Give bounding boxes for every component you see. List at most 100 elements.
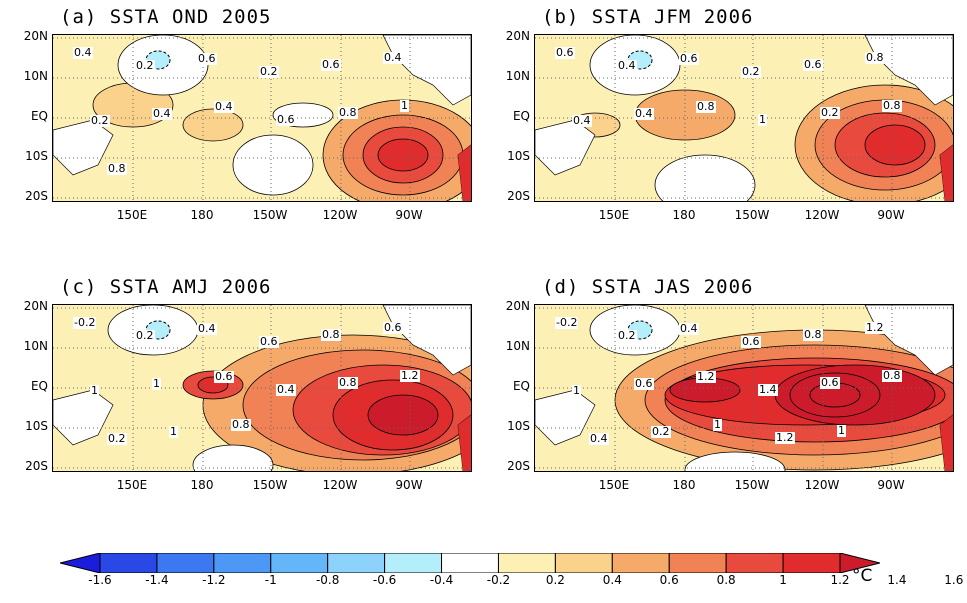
contour-region xyxy=(367,394,439,436)
panel-title: (b) SSTA JFM 2006 xyxy=(542,6,754,28)
latitude-label: 10S xyxy=(507,149,530,163)
latitude-label: EQ xyxy=(30,379,48,393)
longitude-label: 150E xyxy=(598,478,630,492)
sst-anomaly-map: 0.6 0.4 0.6 0.2 0.6 0.8 0.4 0.4 0.8 1 0.2 0.8 xyxy=(534,34,954,202)
colorbar-graphic xyxy=(59,552,881,574)
latitude-label: 10S xyxy=(507,419,530,433)
contour-label: 0.6 xyxy=(555,46,575,59)
contour-label: 1 xyxy=(758,113,767,126)
contour-label: 1.2 xyxy=(696,370,716,383)
colorbar-tick-label: -1 xyxy=(264,573,277,587)
contour-label: 0.8 xyxy=(338,106,358,119)
colorbar-segment xyxy=(725,552,784,574)
longitude-label: 180 xyxy=(672,478,696,492)
coastal-warm-strip xyxy=(940,145,953,201)
colorbar-segment xyxy=(668,552,727,574)
latitude-label: 10N xyxy=(23,69,48,83)
colorbar-tick-label: 0.8 xyxy=(716,573,736,587)
colorbar-segment xyxy=(327,552,386,574)
longitude-label: 120W xyxy=(804,208,840,222)
contour-region xyxy=(232,134,314,196)
colorbar-max-arrow xyxy=(839,552,881,574)
latitude-label: 10N xyxy=(505,69,530,83)
contour-region xyxy=(864,124,926,166)
panel-title: (d) SSTA JAS 2006 xyxy=(542,276,754,298)
colorbar-tick-label: -0.6 xyxy=(372,573,397,587)
colorbar-unit: °C xyxy=(852,566,873,586)
contour-region xyxy=(377,138,429,172)
colorbar-segment xyxy=(270,552,329,574)
latitude-label: 20N xyxy=(23,299,48,313)
contour-label: 1 xyxy=(169,425,178,438)
sst-anomaly-map: -0.2 0.2 0.4 0.6 0.8 0.6 1 1 0.6 0.4 0.8 1.2 0.2 1 0.8 xyxy=(52,304,472,472)
longitude-label: 150W xyxy=(252,208,288,222)
contour-label: 1 xyxy=(400,99,409,112)
map-panel: (a) SSTA OND 2005 0.4 0.2 0.6 0.2 0.6 0.4 0.2 0.… xyxy=(12,6,472,222)
contour-region xyxy=(654,154,756,201)
contour-label: 0.2 xyxy=(259,65,279,78)
coastal-warm-strip xyxy=(458,145,471,201)
colorbar-min-arrow xyxy=(59,552,101,574)
colorbar-segment xyxy=(782,552,841,574)
contour-label: 0.6 xyxy=(803,58,823,71)
contour-label: 0.8 xyxy=(321,328,341,341)
colorbar-tick-label: 1 xyxy=(779,573,787,587)
panel-title: (a) SSTA OND 2005 xyxy=(60,6,272,28)
map-panel: (c) SSTA AMJ 2006 -0.2 0.2 0.4 0.6 0.8 0.6 1 1 0.… xyxy=(12,276,472,492)
latitude-label: 10N xyxy=(23,339,48,353)
contour-label: 1 xyxy=(572,384,581,397)
contour-label: 0.6 xyxy=(321,58,341,71)
longitude-label: 150E xyxy=(116,208,148,222)
colorbar-segment xyxy=(611,552,670,574)
longitude-label: 150W xyxy=(252,478,288,492)
longitude-label: 180 xyxy=(672,208,696,222)
colorbar-tick-label: -1.2 xyxy=(202,573,226,587)
longitude-label: 180 xyxy=(190,208,214,222)
coastal-warm-strip xyxy=(940,415,953,471)
map-panel: (b) SSTA JFM 2006 0.6 0.4 0.6 0.2 0.6 0.8 0.4 0.… xyxy=(494,6,954,222)
sst-anomaly-map: 0.4 0.2 0.6 0.2 0.6 0.4 0.2 0.4 0.4 0.6 0.8 1 0.8 xyxy=(52,34,472,202)
contour-label: 0.2 xyxy=(741,65,761,78)
colorbar-tick-label: -0.4 xyxy=(429,573,454,587)
contour-label: 1.2 xyxy=(400,369,420,382)
latitude-label: 20S xyxy=(507,459,530,473)
contour-label: 1 xyxy=(713,418,722,431)
contour-label: 1 xyxy=(90,384,99,397)
latitude-label: EQ xyxy=(30,109,48,123)
contour-label: 0.2 xyxy=(820,106,840,119)
contour-label: 0.8 xyxy=(696,100,716,113)
colorbar-segment xyxy=(497,552,556,574)
map-panel: (d) SSTA JAS 2006 -0.2 0.2 0.4 0.6 0.8 1.2 1 0.6… xyxy=(494,276,954,492)
colorbar-tick-label: 0.2 xyxy=(545,573,565,587)
colorbar-tick-label: 1.2 xyxy=(830,573,850,587)
colorbar xyxy=(59,552,881,574)
latitude-label: 20S xyxy=(25,189,48,203)
contour-label: 0.8 xyxy=(231,418,251,431)
colorbar-segment xyxy=(213,552,272,574)
contour-label: 0.6 xyxy=(679,52,699,65)
colorbar-segment xyxy=(554,552,613,574)
longitude-label: 150E xyxy=(598,208,630,222)
latitude-label: 20N xyxy=(23,29,48,43)
contour-label: 1.2 xyxy=(775,431,795,444)
contour-label: 0.4 xyxy=(589,432,609,445)
colorbar-tick-label: 1.4 xyxy=(887,573,907,587)
contour-label: 0.6 xyxy=(741,335,761,348)
contour-label: 0.4 xyxy=(634,107,654,120)
longitude-label: 120W xyxy=(322,478,358,492)
colorbar-tick-label: -0.2 xyxy=(486,573,511,587)
latitude-label: 10S xyxy=(25,419,48,433)
latitude-label: 10S xyxy=(25,149,48,163)
latitude-label: EQ xyxy=(512,109,530,123)
panel-title: (c) SSTA AMJ 2006 xyxy=(60,276,272,298)
colorbar-tick-label: 0.6 xyxy=(659,573,679,587)
contour-label: 0.6 xyxy=(197,52,217,65)
contour-label: 0.2 xyxy=(617,329,637,342)
contour-label: 0.4 xyxy=(73,46,93,59)
contour-label: 1 xyxy=(152,377,161,390)
contour-label: 0.4 xyxy=(276,383,296,396)
contour-label: 0.6 xyxy=(820,376,840,389)
contour-label: 0.6 xyxy=(634,377,654,390)
contour-label: 0.2 xyxy=(135,59,155,72)
contour-label: 0.2 xyxy=(651,425,671,438)
